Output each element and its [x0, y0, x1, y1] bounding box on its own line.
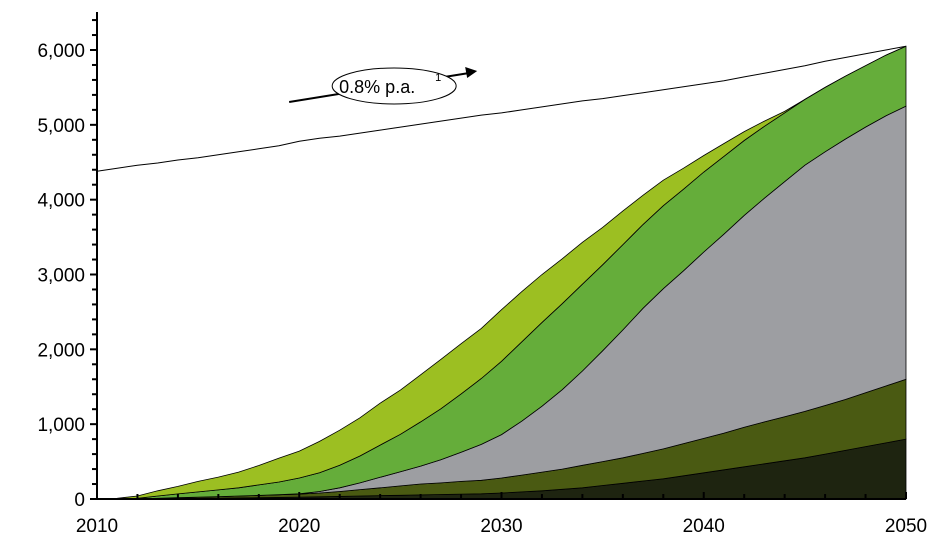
y-tick-label: 4,000 — [37, 191, 85, 212]
annotation-arrowhead — [465, 66, 478, 78]
x-tick-label: 2050 — [885, 516, 927, 537]
y-tick-label: 3,000 — [37, 266, 85, 287]
y-tick-group: 0 1,000 2,000 3,000 4,000 5,000 6,000 — [37, 19, 97, 511]
y-tick-label: 1,000 — [37, 415, 85, 436]
x-tick-label: 2010 — [76, 516, 118, 537]
y-tick-label: 2,000 — [37, 340, 85, 361]
y-tick-label: 0 — [74, 490, 85, 511]
annotation-ellipse — [331, 67, 457, 105]
x-tick-label: 2040 — [683, 516, 725, 537]
y-tick-label: 6,000 — [37, 41, 85, 62]
area-series-group — [96, 45, 907, 500]
reference-line — [96, 45, 907, 172]
x-tick-group: 2010 2020 2030 2040 2050 — [76, 492, 927, 537]
annotation-text: 0.8% p.a. — [339, 77, 415, 97]
growth-annotation: 0.8% p.a. 1 — [289, 66, 478, 105]
y-tick-label: 5,000 — [37, 116, 85, 137]
x-tick-label: 2020 — [278, 516, 320, 537]
x-tick-label: 2030 — [480, 516, 522, 537]
annotation-superscript: 1 — [435, 72, 441, 84]
